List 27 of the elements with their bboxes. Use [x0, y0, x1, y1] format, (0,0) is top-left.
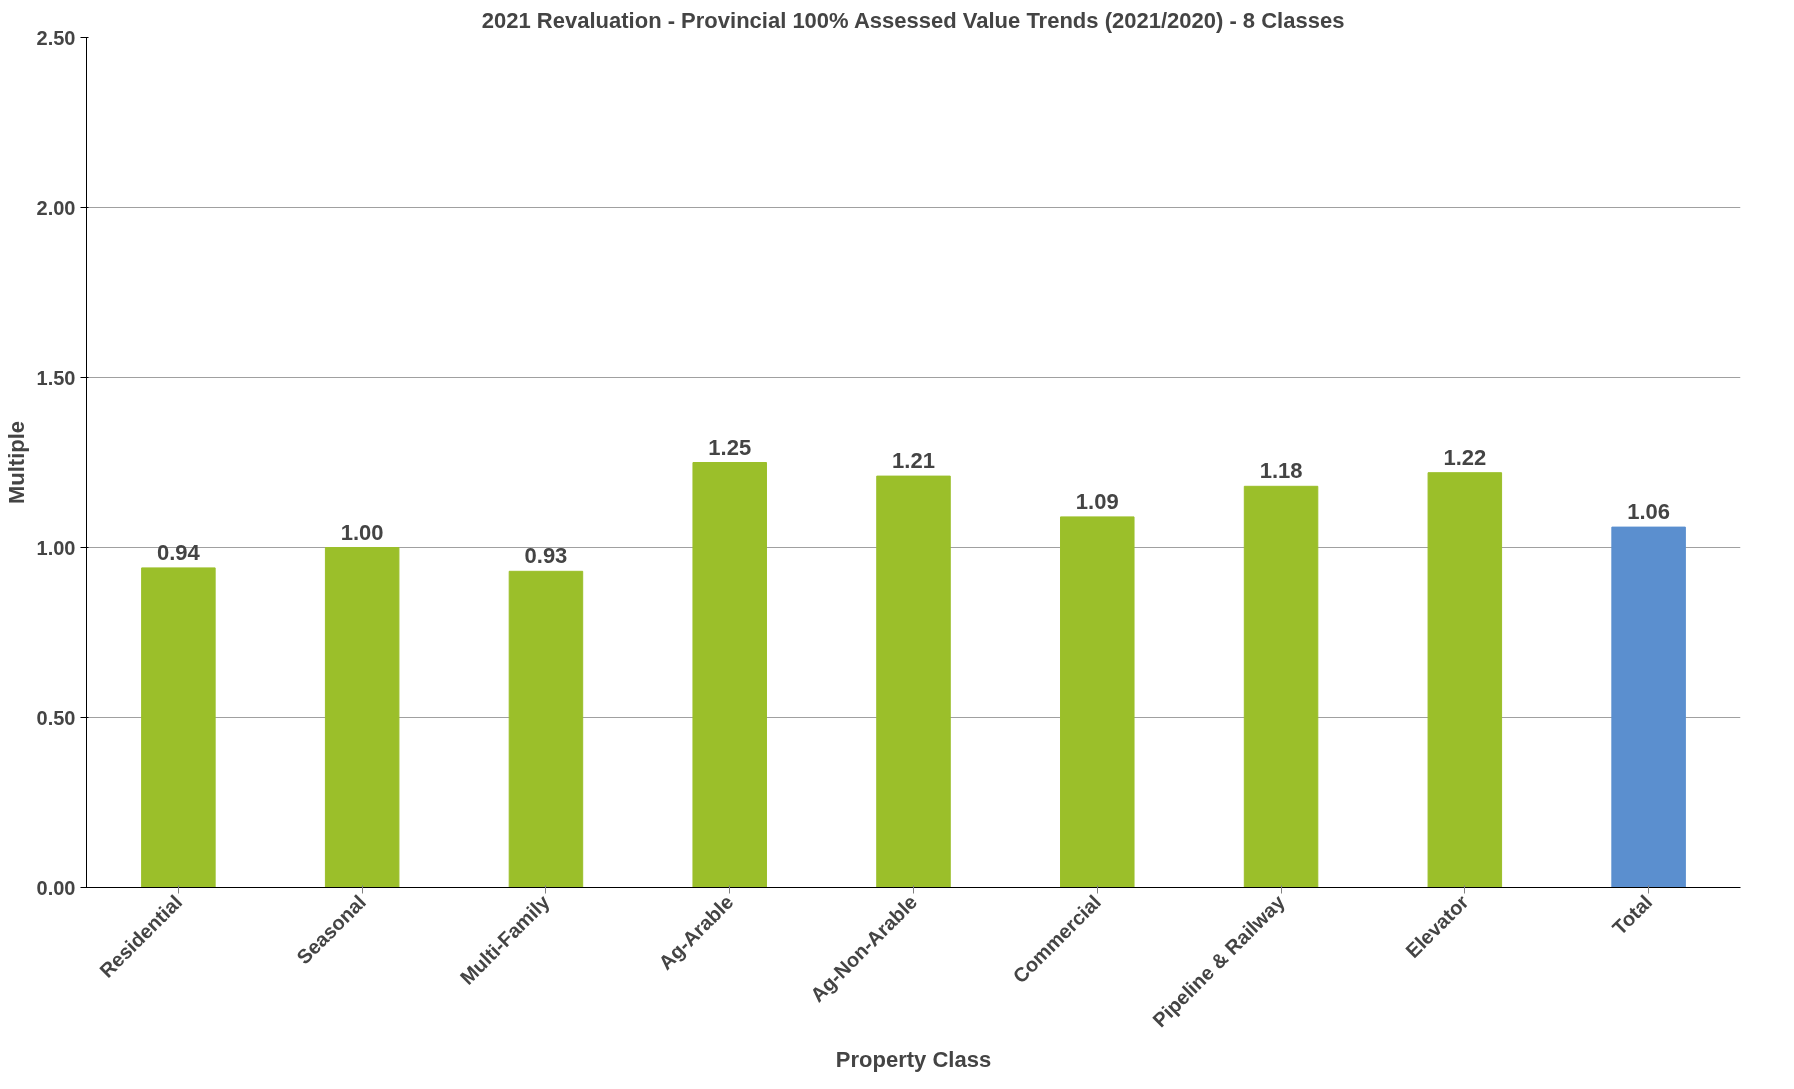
data-label: 0.94	[156, 539, 201, 565]
chart-title: 2021 Revaluation - Provincial 100% Assessed Value Trends (2021/2020) - 8 Classes	[481, 7, 1345, 33]
bar	[1611, 526, 1686, 888]
y-tick-label: 2.00	[36, 196, 76, 219]
y-axis-title: Multiple	[3, 420, 29, 505]
y-tick-label: 0.00	[36, 876, 76, 899]
bar	[324, 547, 400, 888]
bar	[141, 567, 216, 888]
bar	[692, 462, 767, 888]
bar	[876, 475, 951, 888]
bar	[1427, 472, 1503, 888]
data-label: 1.22	[1443, 444, 1487, 470]
bar	[1243, 485, 1319, 888]
bar	[1060, 516, 1135, 888]
y-tick-label: 1.00	[36, 536, 76, 559]
data-label: 1.09	[1075, 488, 1119, 514]
data-label: 1.25	[708, 434, 752, 460]
x-axis-title: Property Class	[835, 1047, 992, 1073]
y-tick-label: 1.50	[36, 366, 76, 389]
y-tick-label: 0.50	[36, 706, 76, 729]
data-label: 1.06	[1627, 499, 1671, 525]
bar	[508, 570, 584, 888]
data-label: 1.21	[892, 448, 935, 474]
data-label: 1.00	[340, 519, 384, 545]
y-tick-label: 2.50	[36, 26, 76, 49]
data-label: 1.18	[1259, 458, 1303, 484]
data-label: 0.93	[524, 543, 568, 569]
